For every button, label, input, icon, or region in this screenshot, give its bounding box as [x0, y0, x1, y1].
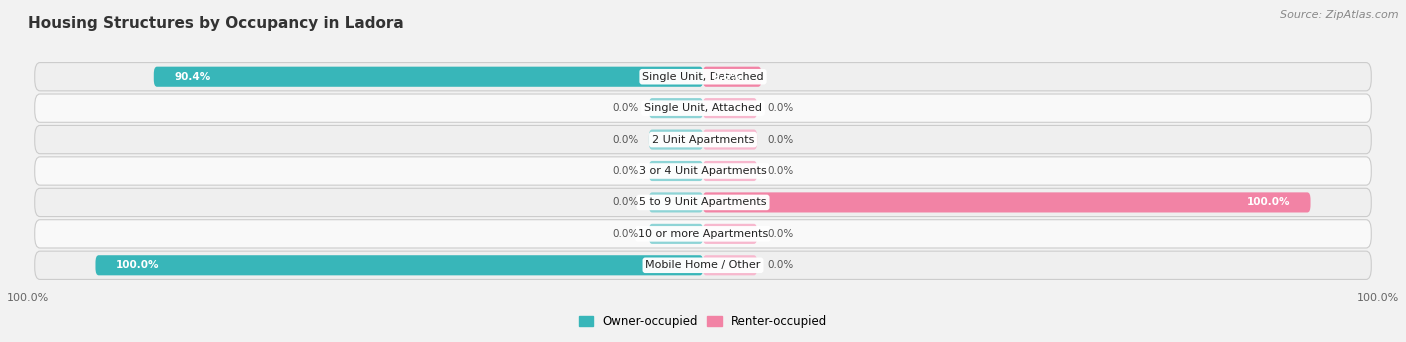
FancyBboxPatch shape	[153, 67, 703, 87]
Text: Source: ZipAtlas.com: Source: ZipAtlas.com	[1281, 10, 1399, 20]
FancyBboxPatch shape	[650, 161, 703, 181]
Text: 2 Unit Apartments: 2 Unit Apartments	[652, 134, 754, 145]
FancyBboxPatch shape	[35, 126, 1371, 154]
Text: 3 or 4 Unit Apartments: 3 or 4 Unit Apartments	[640, 166, 766, 176]
Text: 0.0%: 0.0%	[768, 166, 794, 176]
FancyBboxPatch shape	[703, 67, 762, 87]
FancyBboxPatch shape	[650, 130, 703, 150]
FancyBboxPatch shape	[35, 188, 1371, 216]
FancyBboxPatch shape	[35, 63, 1371, 91]
Text: 5 to 9 Unit Apartments: 5 to 9 Unit Apartments	[640, 197, 766, 208]
FancyBboxPatch shape	[650, 192, 703, 212]
Text: Mobile Home / Other: Mobile Home / Other	[645, 260, 761, 270]
FancyBboxPatch shape	[703, 224, 756, 244]
Text: 0.0%: 0.0%	[768, 229, 794, 239]
Text: Single Unit, Attached: Single Unit, Attached	[644, 103, 762, 113]
Text: 100.0%: 100.0%	[1247, 197, 1291, 208]
FancyBboxPatch shape	[35, 251, 1371, 279]
FancyBboxPatch shape	[650, 98, 703, 118]
Text: 10 or more Apartments: 10 or more Apartments	[638, 229, 768, 239]
FancyBboxPatch shape	[35, 94, 1371, 122]
Text: 9.6%: 9.6%	[713, 72, 741, 82]
FancyBboxPatch shape	[703, 98, 756, 118]
FancyBboxPatch shape	[703, 192, 1310, 212]
FancyBboxPatch shape	[35, 220, 1371, 248]
FancyBboxPatch shape	[35, 157, 1371, 185]
Text: 100.0%: 100.0%	[115, 260, 159, 270]
Legend: Owner-occupied, Renter-occupied: Owner-occupied, Renter-occupied	[574, 310, 832, 332]
FancyBboxPatch shape	[703, 161, 756, 181]
Text: 0.0%: 0.0%	[612, 134, 638, 145]
Text: 0.0%: 0.0%	[768, 134, 794, 145]
Text: 0.0%: 0.0%	[612, 197, 638, 208]
FancyBboxPatch shape	[703, 130, 756, 150]
FancyBboxPatch shape	[650, 224, 703, 244]
Text: Single Unit, Detached: Single Unit, Detached	[643, 72, 763, 82]
Text: Housing Structures by Occupancy in Ladora: Housing Structures by Occupancy in Lador…	[28, 16, 404, 31]
FancyBboxPatch shape	[96, 255, 703, 275]
Text: 0.0%: 0.0%	[768, 103, 794, 113]
Text: 0.0%: 0.0%	[612, 103, 638, 113]
Text: 0.0%: 0.0%	[612, 229, 638, 239]
FancyBboxPatch shape	[703, 255, 756, 275]
Text: 0.0%: 0.0%	[768, 260, 794, 270]
Text: 90.4%: 90.4%	[174, 72, 211, 82]
Text: 0.0%: 0.0%	[612, 166, 638, 176]
